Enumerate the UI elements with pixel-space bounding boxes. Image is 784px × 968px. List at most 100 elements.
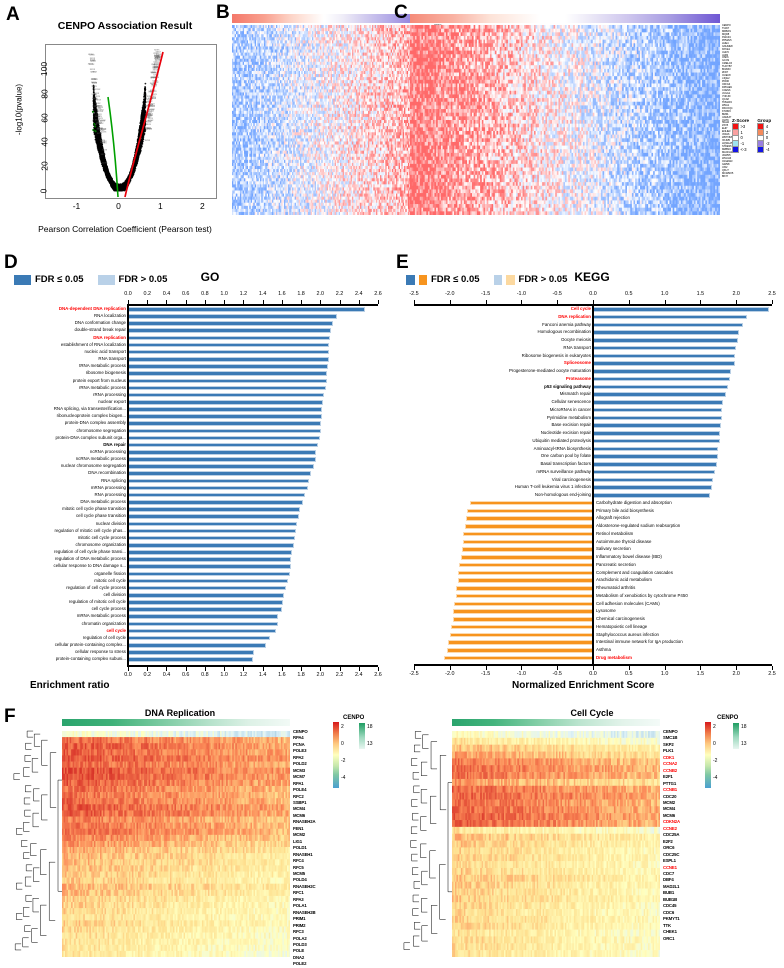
panel-e-tick xyxy=(736,666,737,670)
panel-d-tick-label: 2.6 xyxy=(374,672,382,678)
panel-f-left-colorbar-label: 2 xyxy=(341,724,344,730)
panel-d-bar xyxy=(128,600,283,605)
panel-d-category-label: protein export from nucleus xyxy=(0,379,126,384)
panel-d-category-label: chromatin organization xyxy=(0,622,126,627)
panel-e-bar xyxy=(593,416,722,421)
panel-d-bar xyxy=(128,457,316,462)
panel-d-category-label: RNA splicing, via transesterification... xyxy=(0,407,126,412)
panel-d-category-label: nuclear division xyxy=(0,522,126,527)
panel-f-right-heatmap xyxy=(452,731,660,957)
panel-f-left-colorbar-label: 0 xyxy=(341,741,344,747)
panel-d-tick-label: 2.2 xyxy=(336,291,344,297)
panel-e-bar xyxy=(593,439,720,444)
positive-trend-line xyxy=(125,52,163,197)
panel-e-category-label: MicroRNAs in cancer xyxy=(392,408,591,413)
panel-d-bar xyxy=(128,471,311,476)
panel-e-plot: -2.5-2.5-2.0-2.0-1.5-1.5-1.0-1.0-0.5-0.5… xyxy=(392,288,784,688)
panel-c-group-label: -2 xyxy=(766,141,770,146)
panel-d-tick xyxy=(147,300,148,304)
panel-d-tick-label: 2.6 xyxy=(374,291,382,297)
panel-e-bar xyxy=(593,369,731,374)
panel-e-category-label: Inflammatory bowel disease (IBD) xyxy=(596,555,662,560)
panel-d-tick-label: 0.4 xyxy=(163,672,171,678)
panel-d-category-label: establishment of RNA localization xyxy=(0,343,126,348)
panel-e-bar xyxy=(459,563,593,568)
panel-a-volcano: A CENPO Association Result -log10(pvalue… xyxy=(0,0,240,248)
volcano-svg: XXXXXXXXXXXXXXXXXXXXXXXXXXXXXXXXXXXXXXXX… xyxy=(46,45,216,198)
panel-e-bar xyxy=(450,633,593,638)
panel-d-tick xyxy=(359,667,360,671)
panel-d-bar xyxy=(128,386,326,391)
panel-d-category-label: ncRNA processing xyxy=(0,450,126,455)
panel-d-category-label: chromosome segregation xyxy=(0,429,126,434)
panel-d-title: GO xyxy=(150,270,270,284)
panel-e-category-label: Arachidonic acid metabolism xyxy=(596,578,652,583)
panel-d-tick-label: 1.4 xyxy=(259,291,267,297)
panel-e-bar xyxy=(456,586,593,591)
panel-d-bar xyxy=(128,400,323,405)
panel-d-tick xyxy=(186,667,187,671)
panel-d-tick-label: 0.6 xyxy=(182,291,190,297)
panel-e-bar xyxy=(593,423,721,428)
panel-e-tick xyxy=(665,300,666,304)
panel-d-category-label: chromosome organization xyxy=(0,543,126,548)
panel-e-category-label: Homologous recombination xyxy=(392,330,591,335)
panel-c-zscore-label: -1 xyxy=(741,141,745,146)
panel-e-bar xyxy=(593,478,713,483)
panel-e-tick-label: 2.0 xyxy=(732,671,740,677)
panel-d-tick xyxy=(320,300,321,304)
panel-d-tick-label: 1.8 xyxy=(297,672,305,678)
panel-d-tick xyxy=(301,300,302,304)
panel-f-right-cenpo-annotation xyxy=(452,719,660,726)
panel-d-tick-label: 2.0 xyxy=(317,672,325,678)
panel-e-legend-swatch-nonsig-neg xyxy=(506,275,515,285)
panel-e-category-label: Non-homologous end-joining xyxy=(392,493,591,498)
panel-e-category-label: Asthma xyxy=(596,648,611,653)
panel-c-group-label: 4 xyxy=(766,124,768,129)
panel-d-legend-label-sig: FDR ≤ 0.05 xyxy=(35,274,84,285)
panel-e-tick xyxy=(450,666,451,670)
panel-d-bar xyxy=(128,636,270,641)
panel-d-tick-label: 1.6 xyxy=(278,672,286,678)
panel-e-tick xyxy=(665,666,666,670)
panel-e-category-label: Salivary secretion xyxy=(596,547,631,552)
panel-d-tick xyxy=(205,667,206,671)
panel-d-tick-label: 2.2 xyxy=(336,672,344,678)
panel-d-category-label: RNA transport xyxy=(0,357,126,362)
panel-e-tick xyxy=(593,666,594,670)
panel-e-bar xyxy=(593,323,743,328)
panel-e-category-label: Cellular senescence xyxy=(392,400,591,405)
panel-f-right-colorbar-label: 2 xyxy=(713,724,716,730)
panel-c-heatmap-svg xyxy=(410,25,720,215)
panel-e-category-label: Lysosome xyxy=(596,609,616,614)
panel-d-xlabel: Enrichment ratio xyxy=(30,680,109,691)
panel-e-category-label: Carbohydrate digestion and absorption xyxy=(596,501,672,506)
panel-e-bar xyxy=(458,578,593,583)
panel-d-bar xyxy=(128,529,296,534)
panel-d-tick-label: 0.8 xyxy=(201,672,209,678)
panel-d-bar xyxy=(128,657,253,662)
panel-a-ylabel: -log10(pvalue) xyxy=(15,65,24,155)
panel-e-tick xyxy=(736,300,737,304)
panel-e-category-label: Basal transcription factors xyxy=(392,462,591,467)
panel-d-tick-label: 0.8 xyxy=(201,291,209,297)
panel-d-category-label: regulation of cell cycle xyxy=(0,636,126,641)
panel-e-bar xyxy=(456,594,593,599)
panel-e-bar xyxy=(593,408,722,413)
panel-a-xtick: 1 xyxy=(158,201,163,211)
panel-e-bar xyxy=(463,532,593,537)
panel-e-category-label: Staphylococcus aureus infection xyxy=(596,633,659,638)
panel-a-ytick: 20 xyxy=(39,162,49,171)
panel-d-bar xyxy=(128,614,278,619)
panel-d-category-label: nucleic acid transport xyxy=(0,350,126,355)
panel-e-tick-label: 1.5 xyxy=(697,671,705,677)
panel-e-bar xyxy=(451,625,593,630)
panel-b-heatmap: B OWU4QKATE8TRXE4HPF4JPUX8CMGFE4QRA4HMXE… xyxy=(214,0,394,248)
panel-e-tick-label: -2.0 xyxy=(445,291,454,297)
panel-c-heatmap-body xyxy=(410,25,720,215)
panel-e-tick-label: -1.5 xyxy=(481,291,490,297)
panel-f-right-colorbar-label: -2 xyxy=(713,758,717,764)
